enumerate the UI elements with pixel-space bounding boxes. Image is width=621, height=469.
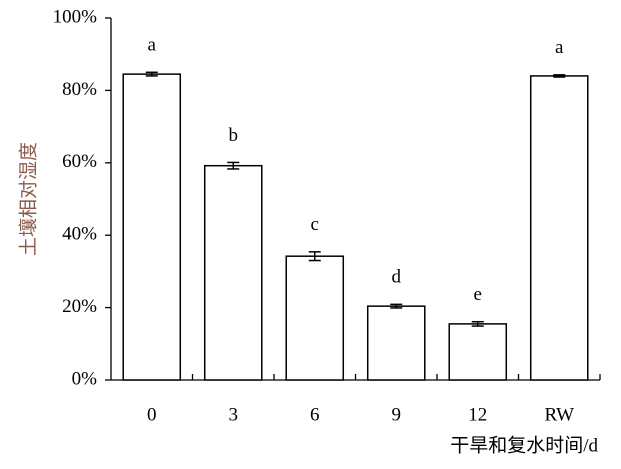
- significance-letter: e: [474, 284, 482, 305]
- y-tick-label: 40%: [62, 224, 97, 245]
- y-tick-label: 60%: [62, 151, 97, 172]
- error-bar: [553, 74, 566, 78]
- y-tick-label: 20%: [62, 296, 97, 317]
- bar: [366, 305, 426, 381]
- x-axis-label: 干旱和复水时间/d: [450, 434, 598, 456]
- significance-letter: c: [311, 214, 319, 235]
- x-tick-label: 9: [392, 404, 402, 425]
- x-tick-label: 0: [147, 404, 157, 425]
- bar: [448, 323, 508, 381]
- error-bar: [145, 71, 158, 77]
- y-tick-label: 100%: [53, 6, 98, 27]
- x-tick-label: 12: [468, 404, 487, 425]
- error-bar: [471, 320, 484, 327]
- y-tick-label: 80%: [62, 79, 97, 100]
- significance-letter: b: [229, 125, 239, 146]
- error-bar: [390, 303, 403, 309]
- bar: [529, 75, 589, 381]
- bar: [203, 164, 263, 381]
- x-tick-label: RW: [544, 404, 574, 425]
- x-tick-label: 3: [229, 404, 239, 425]
- error-bar: [227, 161, 240, 170]
- significance-letter: a: [148, 35, 157, 56]
- bar: [122, 73, 182, 381]
- y-axis-label: 土壤相对湿度: [17, 142, 39, 256]
- x-tick-label: 6: [310, 404, 320, 425]
- significance-letter: a: [555, 37, 564, 58]
- error-bar: [308, 251, 321, 262]
- y-tick-label: 0%: [72, 368, 98, 389]
- significance-letter: d: [392, 267, 402, 288]
- bar: [285, 255, 345, 381]
